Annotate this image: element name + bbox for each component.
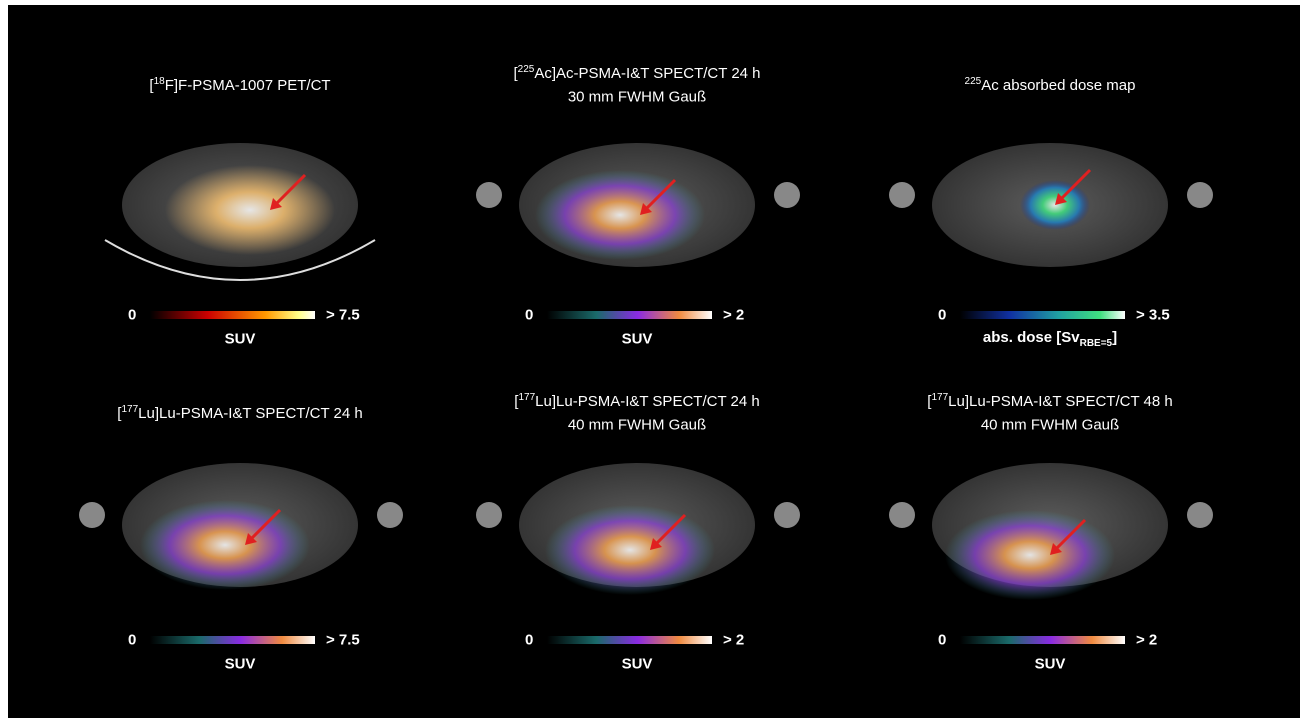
text-run: 225 xyxy=(518,64,535,75)
text-run: SUV xyxy=(1035,656,1066,673)
limb xyxy=(1187,182,1213,208)
limb xyxy=(476,182,502,208)
panel-title: 225Ac absorbed dose map xyxy=(965,76,1136,94)
text-run: 30 mm FWHM Gauß xyxy=(568,89,706,106)
text-run: Ac absorbed dose map xyxy=(981,77,1135,94)
uptake xyxy=(165,165,335,255)
text-run: 18 xyxy=(154,76,165,87)
colorbar xyxy=(960,311,1125,319)
uptake xyxy=(545,505,715,595)
text-run: Lu]Lu-PSMA-I&T SPECT/CT 24 h xyxy=(138,405,363,422)
text-run: Ac]Ac-PSMA-I&T SPECT/CT 24 h xyxy=(534,65,760,82)
limb xyxy=(79,502,105,528)
panel-title: [177Lu]Lu-PSMA-I&T SPECT/CT 48 h xyxy=(927,392,1172,410)
colorbar xyxy=(960,636,1125,644)
colorbar-max: > 2 xyxy=(1136,632,1157,649)
panel-title: [225Ac]Ac-PSMA-I&T SPECT/CT 24 h xyxy=(513,64,760,82)
text-run: 225 xyxy=(965,76,982,87)
panel-title: [177Lu]Lu-PSMA-I&T SPECT/CT 24 h xyxy=(117,404,362,422)
text-run: Lu]Lu-PSMA-I&T SPECT/CT 24 h xyxy=(535,393,760,410)
colorbar xyxy=(150,636,315,644)
colorbar-min: 0 xyxy=(938,632,946,649)
text-run: SUV xyxy=(622,656,653,673)
text-run: Lu]Lu-PSMA-I&T SPECT/CT 48 h xyxy=(948,393,1173,410)
limb xyxy=(774,502,800,528)
colorbar-min: 0 xyxy=(128,307,136,324)
limb xyxy=(774,182,800,208)
text-run: 177 xyxy=(931,392,948,403)
text-run: 40 mm FWHM Gauß xyxy=(568,417,706,434)
text-run: abs. dose [Sv xyxy=(983,329,1080,346)
limb xyxy=(377,502,403,528)
colorbar xyxy=(150,311,315,319)
uptake xyxy=(140,500,310,590)
colorbar-min: 0 xyxy=(525,632,533,649)
text-run: F]F-PSMA-1007 PET/CT xyxy=(165,77,331,94)
colorbar-max: > 2 xyxy=(723,307,744,324)
colorbar-max: > 7.5 xyxy=(326,632,360,649)
colorbar xyxy=(547,311,712,319)
colorbar-min: 0 xyxy=(938,307,946,324)
colorbar-unit: SUV xyxy=(225,331,256,348)
text-run: 177 xyxy=(121,404,138,415)
colorbar-unit: abs. dose [SvRBE=5] xyxy=(983,329,1117,349)
text-run: ] xyxy=(1112,329,1117,346)
panel-title: [18F]F-PSMA-1007 PET/CT xyxy=(149,76,330,94)
text-run: 177 xyxy=(518,392,535,403)
limb xyxy=(889,182,915,208)
limb xyxy=(889,502,915,528)
limb xyxy=(1187,502,1213,528)
limb xyxy=(476,502,502,528)
colorbar-unit: SUV xyxy=(622,656,653,673)
panel-title: 40 mm FWHM Gauß xyxy=(981,417,1119,434)
panel-title: 30 mm FWHM Gauß xyxy=(568,89,706,106)
text-run: SUV xyxy=(622,331,653,348)
panel-title: [177Lu]Lu-PSMA-I&T SPECT/CT 24 h xyxy=(514,392,759,410)
text-run: SUV xyxy=(225,656,256,673)
text-run: SUV xyxy=(225,331,256,348)
text-run: RBE=5 xyxy=(1080,338,1113,349)
colorbar-max: > 2 xyxy=(723,632,744,649)
colorbar-max: > 3.5 xyxy=(1136,307,1170,324)
colorbar-unit: SUV xyxy=(225,656,256,673)
panel-title: 40 mm FWHM Gauß xyxy=(568,417,706,434)
uptake xyxy=(945,510,1115,600)
images xyxy=(0,0,1308,726)
uptake xyxy=(535,170,705,260)
figure: [18F]F-PSMA-1007 PET/CT 0 > 7.5 SUV [225Ac]A… xyxy=(0,0,1308,726)
colorbar-max: > 7.5 xyxy=(326,307,360,324)
colorbar-unit: SUV xyxy=(1035,656,1066,673)
colorbar-unit: SUV xyxy=(622,331,653,348)
colorbar-min: 0 xyxy=(128,632,136,649)
text-run: 40 mm FWHM Gauß xyxy=(981,417,1119,434)
colorbar xyxy=(547,636,712,644)
colorbar-min: 0 xyxy=(525,307,533,324)
